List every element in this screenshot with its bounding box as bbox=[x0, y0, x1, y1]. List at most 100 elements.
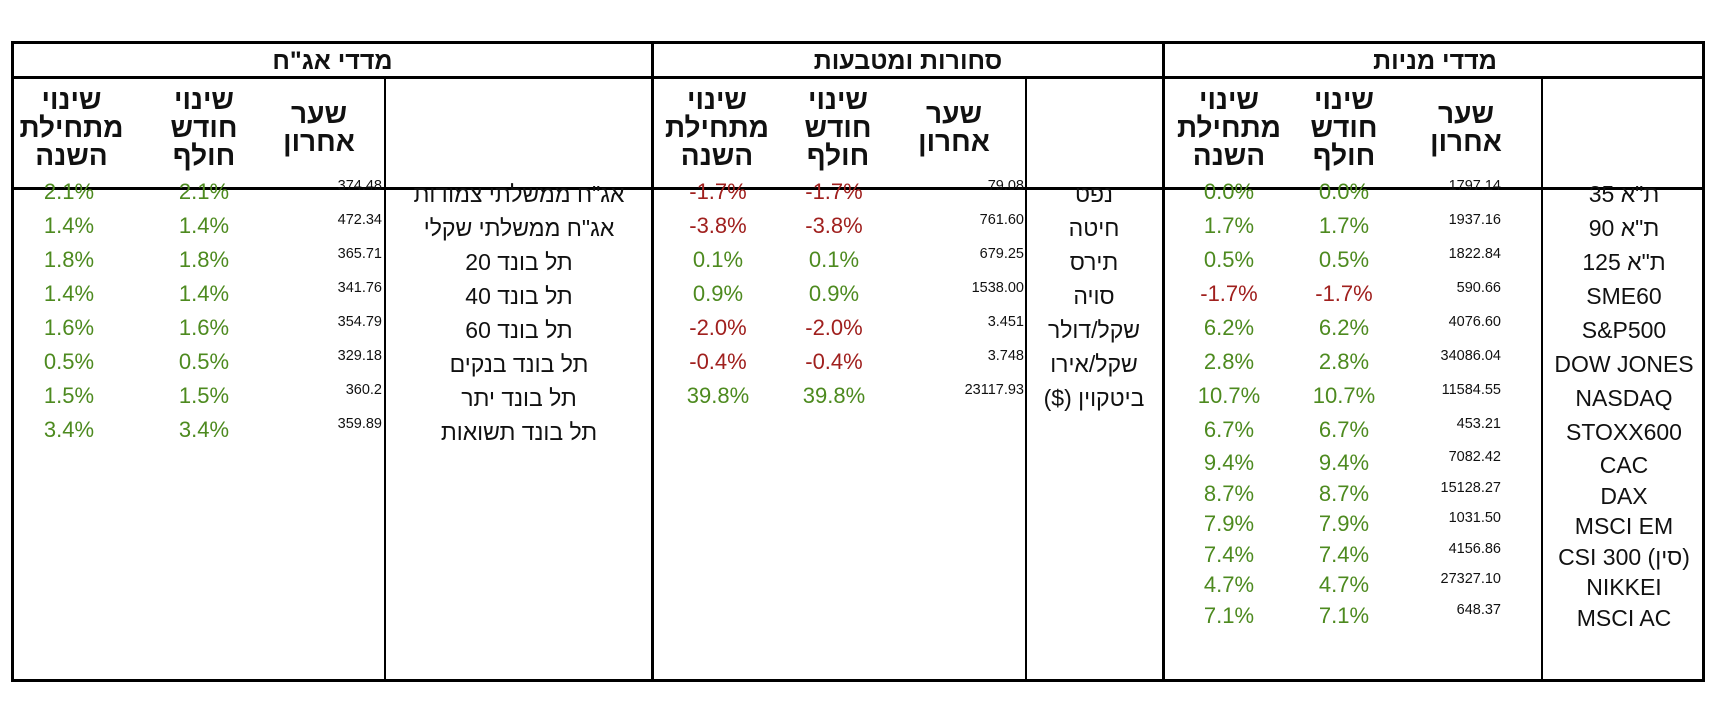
bond-month-change: 1.5% bbox=[178, 383, 230, 408]
stock-last-value: 15128.27 bbox=[1440, 479, 1501, 496]
stock-last-value: 453.21 bbox=[1456, 416, 1501, 432]
stock-last-value: 34086.04 bbox=[1440, 348, 1501, 364]
stock-ytd-change: 10.7% bbox=[1197, 383, 1261, 408]
stock-month-change: 7.1% bbox=[1318, 602, 1370, 628]
stock-index-name: NASDAQ bbox=[1575, 385, 1673, 411]
stocks-month-header: שינוי חודש חולף bbox=[1310, 84, 1378, 171]
bond-index-name: תל בונד 40 bbox=[465, 283, 573, 309]
stock-month-change: 7.9% bbox=[1318, 511, 1370, 536]
bond-index-name: תל בונד בנקים bbox=[449, 351, 589, 377]
commodity-last-value: 79.08 bbox=[987, 178, 1024, 194]
bond-last-value: 360.2 bbox=[345, 382, 382, 398]
bond-ytd-change: 2.1% bbox=[43, 179, 95, 204]
bond-month-change: 2.1% bbox=[178, 179, 230, 204]
commodity-month-change: -3.8% bbox=[805, 213, 863, 238]
stock-index-name: DAX bbox=[1600, 482, 1648, 509]
stocks-section-title: מדדי מניות bbox=[1373, 47, 1497, 75]
bond-index-name: אג"ח ממשלתי שקלי bbox=[423, 215, 615, 241]
commodity-month-change: -2.0% bbox=[805, 315, 863, 340]
stock-last-value: 1937.16 bbox=[1448, 212, 1501, 228]
commodity-name: שקל/אירו bbox=[1050, 351, 1138, 377]
bond-month-change: 3.4% bbox=[178, 417, 230, 442]
section-divider bbox=[651, 44, 654, 679]
bond-month-change: 1.6% bbox=[178, 315, 230, 340]
stock-last-value: 11584.55 bbox=[1441, 382, 1501, 398]
stock-month-change: 10.7% bbox=[1312, 383, 1376, 408]
stock-last-value: 1822.84 bbox=[1448, 246, 1501, 262]
commodity-ytd-change: -3.8% bbox=[689, 213, 747, 238]
stock-ytd-change: 0.5% bbox=[1203, 247, 1255, 272]
commodity-ytd-change: -1.7% bbox=[689, 179, 747, 204]
stock-index-name: SME60 bbox=[1586, 283, 1662, 309]
stock-index-name: ת"א 90 bbox=[1588, 215, 1660, 241]
stock-month-change: 6.2% bbox=[1318, 315, 1370, 340]
commodity-ytd-change: 0.9% bbox=[692, 281, 744, 306]
stock-last-value: 1797.14 bbox=[1448, 178, 1501, 194]
stock-ytd-change: 6.7% bbox=[1203, 417, 1255, 442]
commodity-ytd-change: 39.8% bbox=[686, 383, 750, 408]
stock-index-name: DOW JONES bbox=[1554, 351, 1694, 377]
stock-ytd-change: 6.2% bbox=[1203, 315, 1255, 340]
commodity-last-value: 679.25 bbox=[979, 246, 1024, 262]
commodity-name: שקל/דולר bbox=[1047, 317, 1141, 343]
stock-ytd-change: 7.4% bbox=[1203, 541, 1255, 567]
market-indices-table: מדדי אג"ח סחורות ומטבעות מדדי מניות שינו… bbox=[11, 41, 1705, 682]
commodity-name: סויה bbox=[1073, 283, 1115, 309]
commodity-name: נפט bbox=[1075, 181, 1113, 207]
stock-index-name: STOXX600 bbox=[1566, 419, 1682, 445]
stock-month-change: -1.7% bbox=[1315, 281, 1373, 306]
stock-index-name: ת"א 125 bbox=[1582, 249, 1666, 275]
commodities-section-title: סחורות ומטבעות bbox=[813, 47, 1003, 75]
bond-ytd-change: 0.5% bbox=[43, 349, 95, 374]
stock-ytd-change: 4.7% bbox=[1203, 572, 1255, 597]
stock-month-change: 1.7% bbox=[1318, 213, 1370, 238]
stock-month-change: 7.4% bbox=[1318, 541, 1370, 567]
bonds-last-header: שער אחרון bbox=[283, 98, 355, 157]
bond-last-value: 365.71 bbox=[337, 246, 382, 262]
stock-index-name: NIKKEI bbox=[1586, 574, 1662, 600]
commodity-name: חיטה bbox=[1068, 215, 1120, 241]
bond-month-change: 0.5% bbox=[178, 349, 230, 374]
commodity-month-change: 0.9% bbox=[808, 281, 860, 306]
bond-ytd-change: 3.4% bbox=[43, 417, 95, 442]
bonds-section-title: מדדי אג"ח bbox=[272, 47, 393, 75]
commodity-ytd-change: 0.1% bbox=[692, 247, 744, 272]
commodity-last-value: 761.60 bbox=[979, 212, 1024, 228]
stock-month-change: 2.8% bbox=[1318, 349, 1370, 374]
bond-index-name: תל בונד 20 bbox=[465, 249, 573, 275]
stock-last-value: 4076.60 bbox=[1448, 314, 1501, 330]
commodity-month-change: 39.8% bbox=[802, 383, 866, 408]
stock-ytd-change: 7.1% bbox=[1203, 602, 1255, 628]
bond-last-value: 354.79 bbox=[337, 314, 382, 330]
stock-ytd-change: -1.7% bbox=[1200, 281, 1258, 306]
bond-index-name: תל בונד תשואות bbox=[440, 419, 598, 445]
bond-ytd-change: 1.5% bbox=[43, 383, 95, 408]
bonds-month-header: שינוי חודש חולף bbox=[170, 84, 238, 171]
stock-index-name: ת"א 35 bbox=[1588, 181, 1660, 207]
bond-month-change: 1.4% bbox=[178, 281, 230, 306]
bond-last-value: 329.18 bbox=[337, 348, 382, 364]
stock-index-name: MSCI AC bbox=[1576, 604, 1672, 631]
commodities-last-header: שער אחרון bbox=[918, 98, 990, 157]
bond-ytd-change: 1.4% bbox=[43, 281, 95, 306]
stock-month-change: 4.7% bbox=[1318, 572, 1370, 597]
stock-index-name: MSCI EM bbox=[1574, 513, 1674, 539]
stock-index-name: S&P500 bbox=[1581, 317, 1667, 343]
commodity-last-value: 3.748 bbox=[987, 348, 1024, 364]
commodity-ytd-change: -2.0% bbox=[689, 315, 747, 340]
section-divider bbox=[1162, 44, 1165, 679]
stock-last-value: 648.37 bbox=[1456, 601, 1501, 618]
stock-month-change: 0.5% bbox=[1318, 247, 1370, 272]
bond-month-change: 1.4% bbox=[178, 213, 230, 238]
stock-last-value: 1031.50 bbox=[1448, 510, 1501, 526]
column-divider bbox=[1025, 79, 1027, 679]
commodity-month-change: -0.4% bbox=[805, 349, 863, 374]
bond-last-value: 341.76 bbox=[337, 280, 382, 296]
stock-month-change: 0.0% bbox=[1318, 179, 1370, 204]
bond-index-name: תל בונד 60 bbox=[465, 317, 573, 343]
commodity-last-value: 1538.00 bbox=[971, 280, 1024, 296]
title-separator bbox=[14, 76, 1702, 79]
stock-last-value: 4156.86 bbox=[1448, 540, 1501, 557]
commodity-name: ביטקוין ($) bbox=[1043, 385, 1145, 411]
bond-index-name: אג"ח ממשלתי צמודות bbox=[413, 181, 625, 207]
